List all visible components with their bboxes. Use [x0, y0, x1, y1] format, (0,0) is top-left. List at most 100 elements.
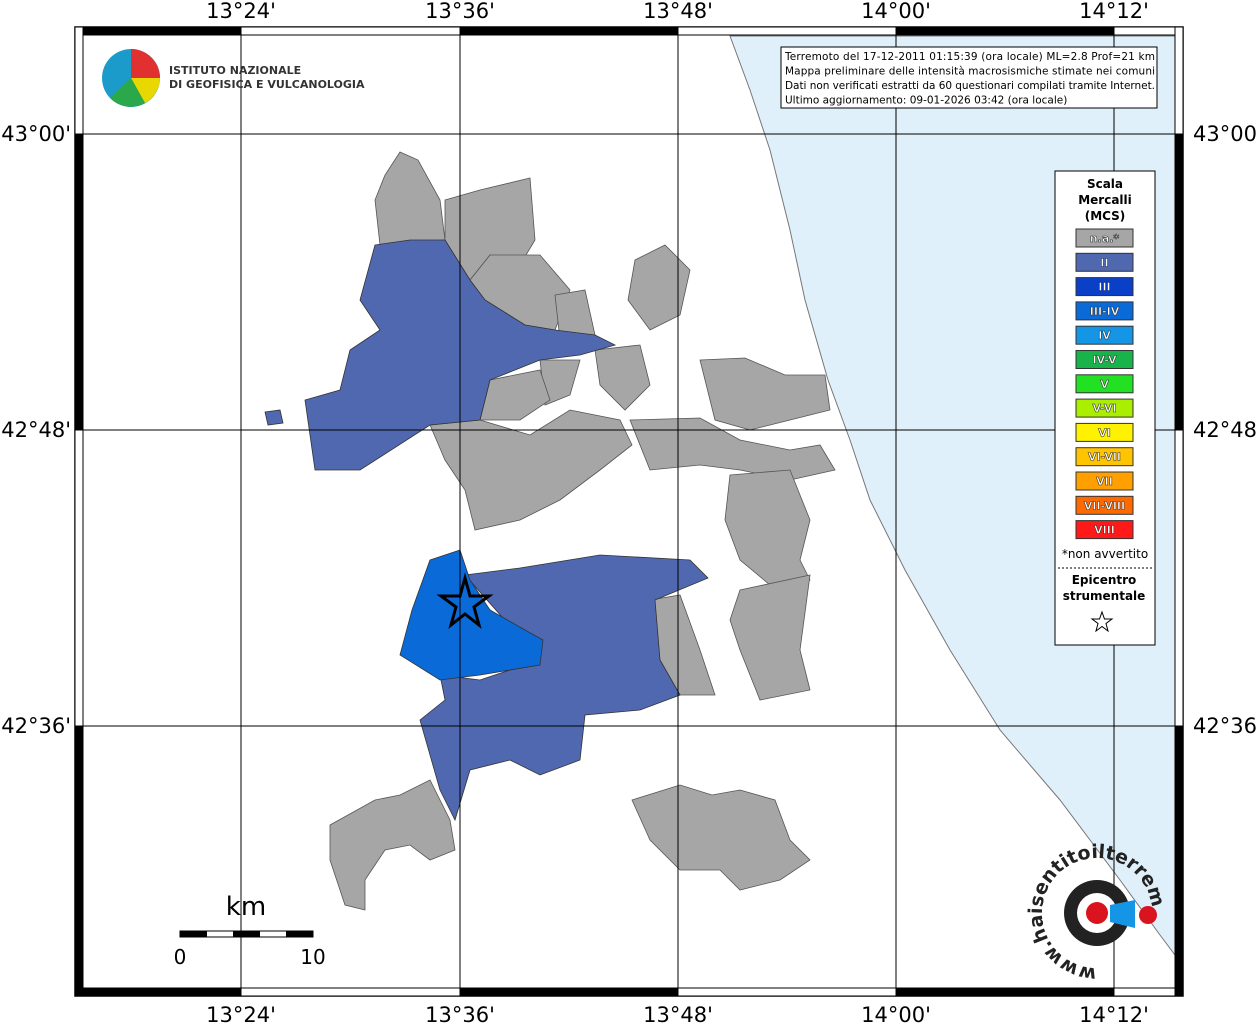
info-lines: Terremoto del 17-12-2011 01:15:39 (ora l… — [784, 51, 1155, 107]
longitude-label: 13°24' — [206, 1003, 276, 1024]
epicenter-star — [436, 572, 494, 630]
scale-label: 0 — [174, 945, 187, 969]
scale-segment — [180, 931, 207, 937]
legend-note: *non avvertito — [1062, 547, 1148, 561]
legend-swatch — [1075, 350, 1134, 369]
legend-swatch — [1075, 301, 1134, 321]
logo-megaphone — [1110, 900, 1135, 928]
legend-label: VII-VIII — [1084, 499, 1125, 512]
longitude-label: 13°48' — [643, 1003, 713, 1024]
latitude-label: 42°48' — [1193, 418, 1257, 442]
municipality — [429, 409, 633, 531]
frame-band — [895, 26, 1115, 36]
longitude-label: 14°00' — [861, 0, 931, 23]
map-frame — [74, 26, 1184, 997]
logo-target — [1086, 902, 1108, 924]
logo-segment — [131, 49, 160, 78]
latitude-label: 43°00' — [1193, 122, 1257, 146]
municipality — [627, 244, 691, 331]
municipality — [594, 344, 651, 411]
legend-label: III — [1098, 281, 1110, 294]
legend-title: Mercalli — [1078, 193, 1132, 207]
frame-band — [1174, 26, 1184, 135]
logo-text: DI GEOFISICA E VULCANOLOGIA — [169, 78, 365, 91]
municipality — [629, 417, 836, 481]
frame-band — [1174, 429, 1184, 727]
logo-segment — [110, 78, 145, 107]
frame-band — [459, 987, 679, 997]
legend-swatch — [1075, 228, 1134, 248]
logo-badge — [1139, 906, 1157, 924]
longitude-label: 14°12' — [1079, 1003, 1149, 1024]
legend-swatch — [1075, 398, 1134, 418]
legend-label: VIII — [1094, 524, 1115, 537]
frame-band — [459, 26, 679, 36]
legend-swatch — [1075, 252, 1134, 272]
frame-band — [1113, 26, 1184, 36]
info-line: Terremoto del 17-12-2011 01:15:39 (ora l… — [784, 51, 1155, 63]
municipality — [264, 409, 284, 426]
legend-label: VII — [1096, 475, 1113, 488]
longitude-label: 13°36' — [425, 1003, 495, 1024]
frame-band — [240, 987, 461, 997]
legend-swatch — [1075, 495, 1134, 515]
legend-label: V — [1100, 378, 1109, 391]
legend-epicenter: Epicentro — [1072, 573, 1137, 587]
frame-band — [74, 26, 84, 135]
scale-label: 10 — [300, 945, 325, 969]
legend-swatch — [1075, 325, 1134, 345]
scale-segment — [233, 931, 260, 937]
legend-swatch — [1075, 520, 1134, 540]
frame-band — [74, 429, 84, 727]
legend-swatch — [1075, 374, 1134, 394]
legend-label: IV — [1098, 329, 1111, 342]
longitude-label: 13°36' — [425, 0, 495, 23]
municipality — [631, 784, 811, 891]
legend-swatch — [1075, 471, 1134, 491]
frame-band — [240, 26, 461, 36]
legend: ScalaMercalli(MCS)n.a.*IIIIIIII-IVIVIV-V… — [1062, 177, 1148, 603]
legend-label: III-IV — [1090, 305, 1120, 318]
scale-unit: km — [226, 892, 266, 922]
latitude-label: 43°00' — [1, 122, 71, 146]
logo-text: ISTITUTO NAZIONALE — [169, 64, 301, 77]
info-box — [780, 46, 1158, 109]
legend-title: (MCS) — [1085, 209, 1126, 223]
legend-label: VI-VII — [1088, 451, 1121, 464]
longitude-label: 13°48' — [643, 0, 713, 23]
legend-star — [1090, 610, 1114, 633]
latitude-label: 42°48' — [1, 418, 71, 442]
legend-label: IV-V — [1092, 354, 1117, 367]
latitude-label: 42°36' — [1, 714, 71, 738]
logo-segment — [131, 78, 160, 103]
legend-swatch — [1075, 422, 1134, 442]
longitude-label: 14°12' — [1079, 0, 1149, 23]
municipality — [399, 549, 544, 681]
municipality — [329, 779, 456, 911]
legend-label: VI — [1098, 426, 1111, 439]
frame-band — [74, 987, 242, 997]
legend-label: V-VI — [1092, 402, 1116, 415]
frame-band — [74, 133, 84, 431]
frame-band — [1174, 133, 1184, 431]
frame-band — [1113, 987, 1184, 997]
info-line: Ultimo aggiornamento: 09-01-2026 03:42 (… — [785, 95, 1067, 107]
legend-swatch — [1075, 447, 1134, 467]
frame-band — [1174, 725, 1184, 997]
frame-band — [74, 725, 84, 997]
municipality — [729, 574, 811, 701]
frame-band — [677, 987, 897, 997]
frame-band — [74, 26, 242, 36]
legend-swatch — [1075, 277, 1134, 297]
scale-segment — [286, 931, 313, 937]
legend-title: Scala — [1087, 177, 1123, 191]
municipality — [419, 554, 709, 822]
frame-band — [677, 26, 897, 36]
latitude-label: 42°36' — [1193, 714, 1257, 738]
municipality — [699, 357, 831, 431]
legend-label: II — [1100, 256, 1108, 269]
ingv-logo: ISTITUTO NAZIONALE DI GEOFISICA E VULCAN… — [102, 49, 365, 107]
municipality — [724, 469, 811, 586]
